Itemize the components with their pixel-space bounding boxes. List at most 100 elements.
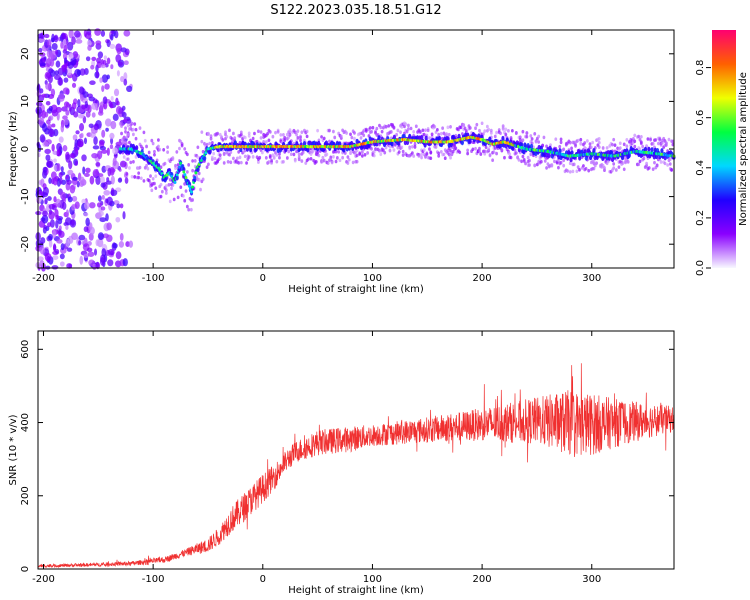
spectrogram-halo-cell xyxy=(128,140,131,145)
spectrogram-halo-cell xyxy=(305,129,309,134)
spectrogram-halo-cell xyxy=(257,129,260,134)
spectrogram-halo-cell xyxy=(375,126,379,131)
spectrogram-noise-cell xyxy=(44,71,52,80)
spectrogram-noise-cell xyxy=(83,226,89,233)
snr-ticks: -200 -100 0 100 200 300 0 200 400 600 xyxy=(20,331,674,585)
spectrogram-noise-cell xyxy=(83,137,88,145)
spectrogram-halo-cell xyxy=(288,133,292,137)
spectrogram-noise-cell xyxy=(88,202,96,209)
spectrogram-peak-cell xyxy=(173,180,177,184)
spectrogram-noise-cell xyxy=(62,33,67,39)
spectrogram-halo-cell xyxy=(625,138,629,142)
spectrogram-halo-cell xyxy=(147,150,151,155)
spectrogram-halo-cell xyxy=(218,153,222,157)
spectrogram-noise-cell xyxy=(100,206,106,211)
spectrogram-halo-cell xyxy=(574,144,577,148)
spectrogram-noise-cell xyxy=(71,195,78,202)
spectrogram-halo-cell xyxy=(509,155,513,160)
spectrogram-halo-cell xyxy=(125,172,129,176)
spectrogram-halo-cell xyxy=(205,165,209,169)
spectrogram-halo-cell xyxy=(424,155,427,159)
spectrogram-noise-cell xyxy=(116,47,122,55)
spectrogram-noise-cell xyxy=(91,56,97,61)
spectrogram-halo-cell xyxy=(483,149,487,154)
spectrogram-noise-cell xyxy=(41,93,47,98)
spectrogram-halo-cell xyxy=(187,207,191,212)
spectrogram-noise-cell xyxy=(123,72,128,81)
spectrogram-halo-cell xyxy=(449,125,452,129)
spectrogram-halo-cell xyxy=(428,147,431,151)
spectrogram-halo-cell xyxy=(658,138,662,142)
spectrogram-noise-cell xyxy=(78,240,82,246)
spectrogram-halo-cell xyxy=(200,130,204,134)
spectrogram-noise-cell xyxy=(60,166,64,172)
spectrogram-halo-cell xyxy=(278,155,281,160)
spectrogram-halo-cell xyxy=(504,127,508,132)
spectrogram-halo-cell xyxy=(182,194,185,198)
spectrogram-halo-cell xyxy=(626,160,630,164)
spectrogram-halo-cell xyxy=(392,125,396,130)
spectrogram-noise-cell xyxy=(58,225,62,231)
spectrogram-halo-cell xyxy=(133,122,137,126)
spectrogram-halo-cell xyxy=(247,131,251,136)
spectrogram-noise-cell xyxy=(79,176,85,185)
spectrogram-noise-cell xyxy=(115,106,122,115)
spectrogram-ridge-cell xyxy=(402,133,406,140)
spectrogram-halo-cell xyxy=(525,134,529,139)
spectrogram-halo-cell xyxy=(433,124,437,129)
spectrogram-ridge-cell xyxy=(578,155,582,161)
spectrogram-ridge-cell xyxy=(650,147,654,153)
spectrogram-noise-cell xyxy=(106,222,112,231)
spectrogram-halo-cell xyxy=(521,129,525,134)
spectrogram-noise-cell xyxy=(48,68,54,74)
spectrogram-halo-cell xyxy=(575,169,579,174)
spectrogram-halo-cell xyxy=(282,132,285,137)
spectrogram-halo-cell xyxy=(517,158,521,162)
snr-x-tick-label: -100 xyxy=(142,574,165,585)
spectrogram-ridge-cell xyxy=(511,145,515,151)
spectrogram-halo-cell xyxy=(657,141,660,146)
spectrogram-halo-cell xyxy=(557,165,560,170)
spectrogram-halo-cell xyxy=(216,131,220,136)
snr-series-line xyxy=(37,363,675,569)
spectrogram-noise-cell xyxy=(72,176,78,181)
spectrogram-halo-cell xyxy=(193,159,197,163)
spectrogram-halo-cell xyxy=(213,156,217,161)
spectrogram-halo-cell xyxy=(270,161,273,165)
spectrogram-halo-cell xyxy=(595,161,598,165)
spectrogram-ridge-cell xyxy=(216,146,220,153)
spectrogram-halo-cell xyxy=(528,158,531,163)
spectrogram-y-tick-label: -10 xyxy=(20,188,31,204)
spectrogram-noise-cell xyxy=(55,249,60,254)
spectrogram-noise-cell xyxy=(77,99,81,108)
spectrogram-halo-cell xyxy=(654,138,658,142)
spectrogram-noise-cell xyxy=(48,105,53,112)
colorbar: 0.0 0.2 0.4 0.6 0.8 Normalized spectral ampl… xyxy=(695,30,749,276)
spectrogram-halo-cell xyxy=(130,174,134,179)
spectrogram-halo-cell xyxy=(335,156,339,160)
spectrogram-noise-cell xyxy=(45,101,51,106)
spectrogram-halo-cell xyxy=(559,160,563,165)
spectrogram-halo-cell xyxy=(518,135,522,139)
spectrogram-ridge-cell xyxy=(367,142,371,148)
spectrogram-halo-cell xyxy=(387,124,391,128)
spectrogram-halo-cell xyxy=(201,149,205,154)
colorbar-tick-label: 0.8 xyxy=(695,60,706,76)
spectrogram-halo-cell xyxy=(259,130,263,134)
spectrogram-noise-cell xyxy=(113,88,120,97)
spectrogram-halo-cell xyxy=(478,128,481,133)
spectrogram-halo-cell xyxy=(325,152,329,157)
spectrogram-halo-cell xyxy=(282,160,285,164)
spectrogram-ridge-cell xyxy=(505,137,509,143)
spectrogram-halo-cell xyxy=(159,165,163,170)
spectrogram-halo-cell xyxy=(418,130,422,134)
spectrogram-halo-cell xyxy=(667,137,671,142)
spectrogram-noise-cell xyxy=(86,247,93,253)
spectrogram-halo-cell xyxy=(366,151,370,155)
spectrogram-halo-cell xyxy=(558,144,562,149)
spectrogram-ridge-cell xyxy=(203,155,207,161)
spectrogram-ridge-cell xyxy=(523,142,527,148)
spectrogram-halo-cell xyxy=(618,141,622,146)
spectrogram-noise-cell xyxy=(48,115,54,121)
spectrogram-halo-cell xyxy=(221,138,225,142)
